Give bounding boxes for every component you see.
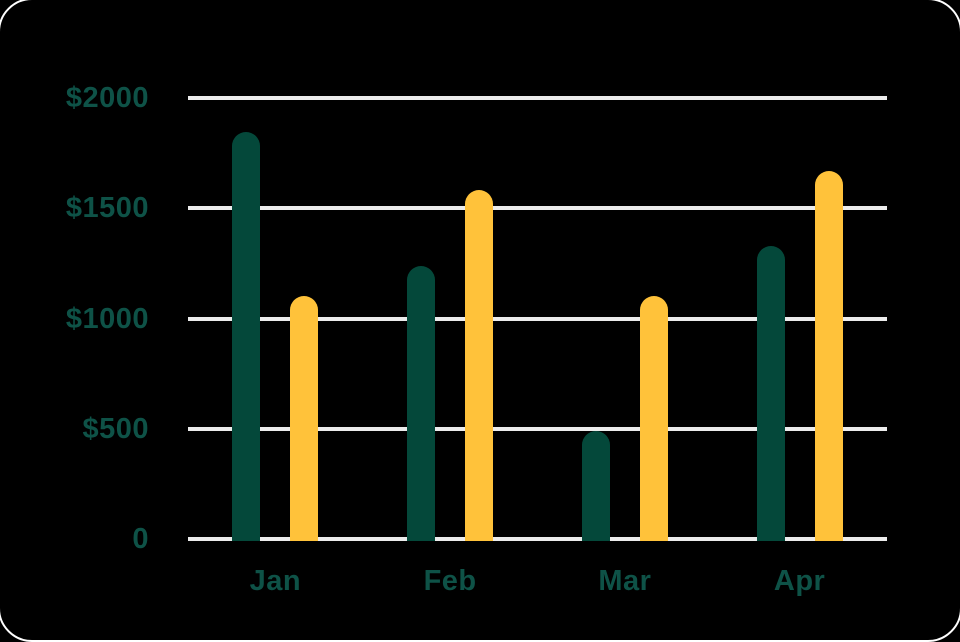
bar-jan-green [232, 132, 261, 541]
bar-jan-yellow [290, 296, 319, 541]
y-axis-label-1500: $1500 [65, 192, 149, 225]
x-axis-label-jan: Jan [249, 565, 302, 597]
gridline-2000 [188, 96, 887, 100]
y-axis-label-500: $500 [82, 412, 149, 445]
x-axis-label-apr: Apr [773, 565, 826, 597]
gridline-500 [188, 426, 887, 431]
gridline-1000 [188, 316, 887, 321]
y-axis-label-0: 0 [132, 523, 149, 555]
bar-apr-green [756, 245, 785, 541]
x-axis-label-mar: Mar [598, 565, 652, 597]
bar-feb-green [407, 265, 436, 541]
gridline-1500 [188, 206, 887, 211]
y-axis-label-1000: $1000 [65, 302, 149, 335]
x-axis-label-feb: Feb [423, 565, 477, 597]
bar-mar-yellow [639, 296, 668, 541]
gridline-0 [188, 537, 887, 541]
bar-apr-yellow [814, 170, 843, 541]
y-axis-label-2000: $2000 [65, 82, 149, 114]
bar-feb-yellow [465, 189, 494, 541]
bar-mar-green [581, 430, 610, 541]
